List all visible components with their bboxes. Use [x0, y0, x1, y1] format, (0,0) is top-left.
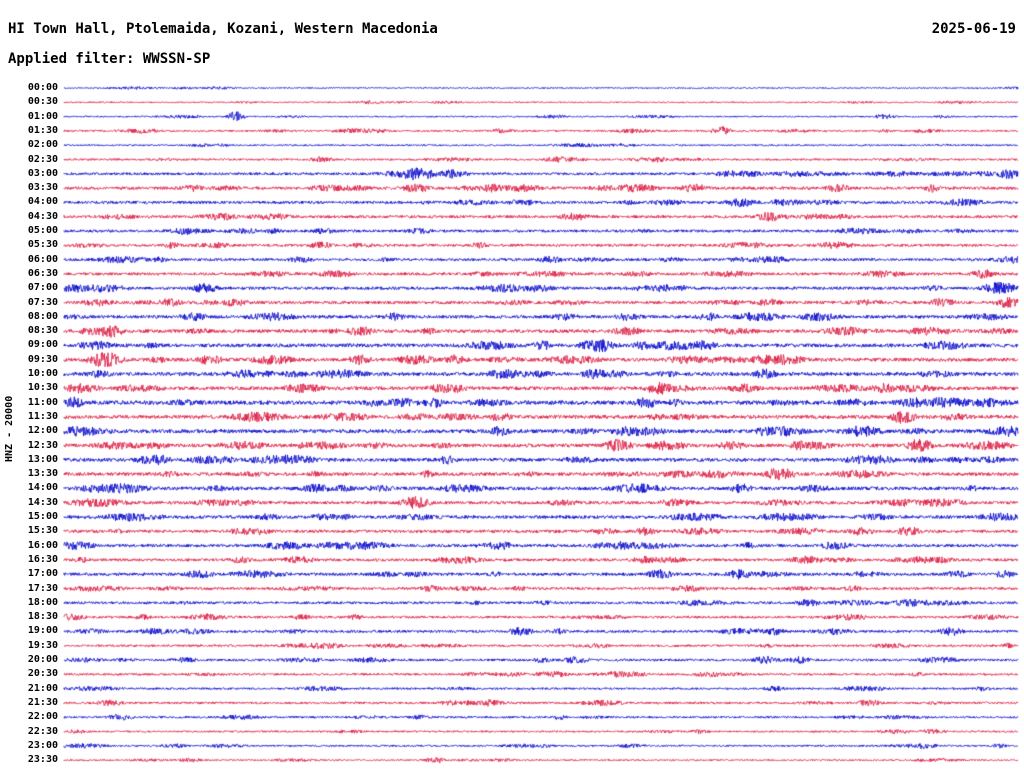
helicorder-page: HI Town Hall, Ptolemaida, Kozani, Wester…	[0, 0, 1024, 780]
seismogram-traces-canvas	[0, 0, 1024, 780]
